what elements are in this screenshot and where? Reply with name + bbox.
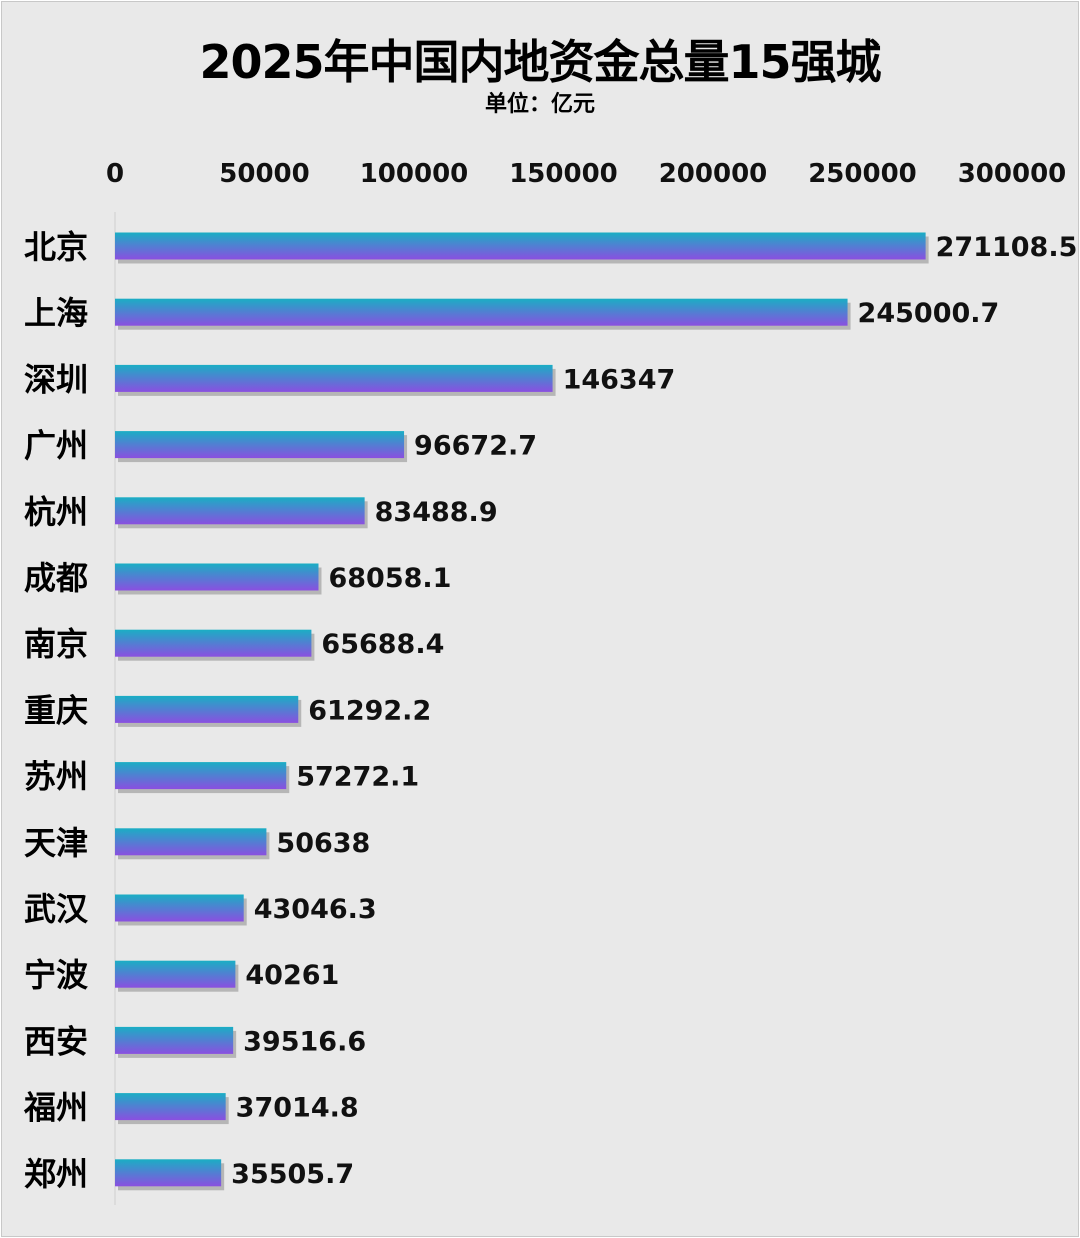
bar [115, 431, 405, 459]
value-label: 61292.2 [308, 695, 431, 726]
x-tick-label: 250000 [808, 159, 917, 189]
category-label: 成都 [24, 559, 88, 597]
x-tick-label: 50000 [219, 159, 309, 189]
category-label: 苏州 [24, 758, 88, 796]
category-label: 福州 [23, 1089, 88, 1127]
chart-subtitle: 单位：亿元 [484, 92, 595, 117]
bar [115, 960, 236, 988]
bar [115, 695, 299, 723]
value-label: 146347 [563, 364, 676, 395]
category-label: 上海 [24, 294, 88, 332]
value-label: 245000.7 [858, 298, 1000, 329]
bar [115, 298, 848, 326]
chart-title: 2025年中国内地资金总量15强城 [199, 35, 881, 89]
value-label: 68058.1 [328, 563, 451, 594]
category-label: 天津 [24, 824, 88, 862]
value-label: 271108.5 [936, 232, 1078, 263]
value-label: 83488.9 [375, 497, 498, 528]
category-label: 北京 [24, 228, 88, 266]
bar [115, 762, 287, 790]
category-label: 武汉 [24, 890, 89, 928]
value-label: 40261 [245, 960, 339, 991]
bar [115, 563, 319, 591]
x-tick-label: 0 [106, 159, 124, 189]
category-label: 杭州 [24, 493, 88, 531]
bar [115, 1026, 234, 1054]
x-tick-label: 300000 [958, 159, 1067, 189]
value-label: 65688.4 [321, 629, 444, 660]
bar [115, 1159, 222, 1187]
category-label: 郑州 [24, 1155, 88, 1193]
value-label: 96672.7 [414, 431, 537, 462]
x-tick-label: 150000 [509, 159, 618, 189]
bar [115, 629, 312, 657]
bars-group: 北京 271108.5 上海 245000.7 深圳 146347 广州 96672.7 杭州 8… [23, 228, 1077, 1193]
value-label: 50638 [276, 828, 370, 859]
value-label: 37014.8 [236, 1093, 359, 1124]
category-label: 南京 [24, 625, 88, 663]
category-label: 重庆 [24, 691, 88, 729]
bar [115, 1093, 226, 1121]
x-axis-ticks: 0 50000 100000 150000 200000 250000 300000 [106, 159, 1066, 189]
bar [115, 364, 553, 392]
bar [115, 232, 926, 260]
bar [115, 894, 244, 922]
value-label: 35505.7 [231, 1159, 354, 1190]
value-label: 39516.6 [243, 1026, 366, 1057]
x-tick-label: 200000 [659, 159, 768, 189]
bar [115, 497, 365, 525]
bar [115, 828, 267, 856]
category-label: 宁波 [24, 956, 88, 994]
category-label: 广州 [24, 427, 88, 465]
value-label: 43046.3 [254, 894, 377, 925]
value-label: 57272.1 [296, 762, 419, 793]
x-tick-label: 100000 [360, 159, 469, 189]
category-label: 深圳 [24, 360, 88, 398]
category-label: 西安 [24, 1022, 88, 1060]
